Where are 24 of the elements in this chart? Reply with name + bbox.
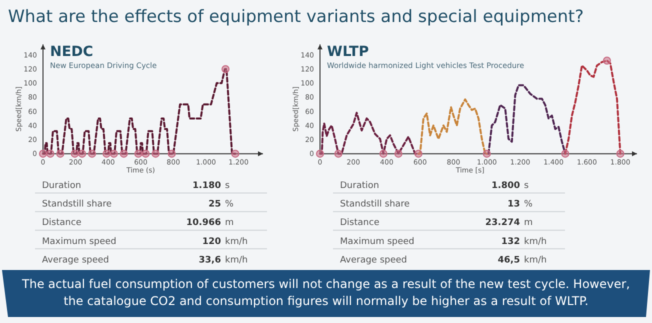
text: 120 km/h	[202, 236, 248, 247]
text: Distance	[340, 218, 380, 228]
text: What are the effects of equipment variants and special equipment?	[8, 7, 584, 27]
chart-title: WLTP	[327, 44, 369, 60]
text: Standstill share	[42, 200, 112, 210]
text: 23.274 m	[485, 218, 533, 228]
text: 33,6 km/h	[198, 255, 248, 266]
text: Distance	[42, 218, 82, 228]
text: 1.180 s	[192, 181, 230, 191]
text: Average speed	[340, 255, 408, 266]
text: 1.800 s	[492, 181, 529, 191]
text: Standstill share	[340, 200, 410, 210]
text: 13 %	[507, 200, 533, 210]
text: Average speed	[42, 255, 110, 266]
text: 132 km/h	[501, 236, 547, 247]
text: Maximum speed	[42, 236, 116, 247]
text: The actual fuel consumption of customers will not change as a result of the new test cycle. However, the catalogue CO2 and consumption figures will normally be higher as a result of WLTP.	[21, 277, 630, 308]
text: 10.966 m	[186, 218, 234, 228]
text: Duration	[340, 181, 380, 191]
text: Duration	[42, 181, 82, 191]
text: Maximum speed	[340, 236, 414, 247]
text: 25 %	[208, 200, 234, 210]
chart-title: NEDC	[50, 44, 94, 60]
text: 46,5 km/h	[498, 255, 547, 266]
